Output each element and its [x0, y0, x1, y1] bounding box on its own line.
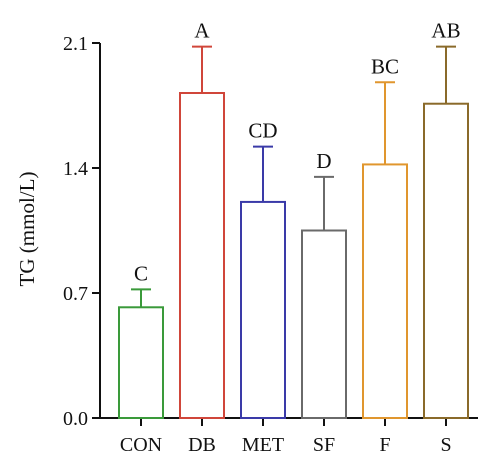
- bar: [179, 92, 225, 419]
- x-axis: CON DB MET SF F S: [100, 417, 478, 456]
- y-tick-label: 2.1: [63, 33, 88, 55]
- y-axis: 0.0 0.7 1.4 2.1: [63, 33, 101, 430]
- significance-label: BC: [371, 54, 399, 78]
- bar-group: AB: [423, 19, 469, 419]
- significance-label: D: [316, 149, 331, 173]
- bar-group: D: [301, 149, 347, 419]
- y-tick-label: 0.7: [63, 283, 88, 305]
- y-axis-title: TG (mmol/L): [15, 172, 39, 287]
- significance-label: A: [194, 19, 210, 43]
- x-tick-label: MET: [242, 434, 284, 456]
- x-tick-label: F: [379, 434, 390, 456]
- bar-group: A: [179, 19, 225, 419]
- bars: C A CD D BC AB: [118, 19, 469, 419]
- y-tick-label: 1.4: [63, 158, 88, 180]
- bar-group: BC: [362, 54, 408, 419]
- x-tick-label: DB: [188, 434, 216, 456]
- bar: [240, 200, 286, 419]
- bar: [362, 163, 408, 419]
- significance-label: AB: [431, 19, 460, 43]
- significance-label: C: [134, 261, 148, 285]
- bar: [423, 102, 469, 419]
- bar: [301, 229, 347, 419]
- x-tick-label: CON: [120, 434, 162, 456]
- bar-group: CD: [240, 119, 286, 419]
- significance-label: CD: [248, 119, 277, 143]
- bar-group: C: [118, 261, 164, 419]
- x-tick-label: SF: [313, 434, 335, 456]
- bar: [118, 306, 164, 419]
- y-tick-label: 0.0: [63, 408, 88, 430]
- x-tick-label: S: [440, 434, 451, 456]
